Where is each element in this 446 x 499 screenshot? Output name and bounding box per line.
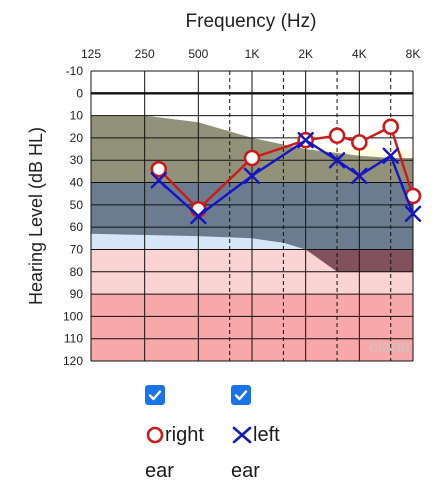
y-tick-label: 60 xyxy=(70,220,84,234)
point-left xyxy=(150,172,167,189)
watermark: clone xyxy=(369,337,410,356)
right-ear-text: ear xyxy=(145,460,174,482)
y-tick-label: 30 xyxy=(70,153,84,167)
x-tick-label: 125 xyxy=(81,47,101,61)
circle-marker-icon xyxy=(146,426,164,444)
point-left xyxy=(404,205,422,222)
legend-left-label: left xyxy=(253,424,280,446)
left-ear-text: ear xyxy=(231,460,260,482)
point-left xyxy=(328,152,346,169)
point-right xyxy=(328,127,346,144)
y-tick-label: 0 xyxy=(76,86,83,100)
x-tick-labels: 125 250 500 1K 2K 4K 8K xyxy=(81,47,420,61)
y-tick-label: 40 xyxy=(70,176,84,190)
y-tick-label: 20 xyxy=(70,131,84,145)
x-tick-label: 4K xyxy=(352,47,367,61)
y-tick-label: 100 xyxy=(63,309,83,323)
y-tick-label: 50 xyxy=(70,198,84,212)
x-tick-label: 8K xyxy=(406,47,421,61)
legend-left: left xyxy=(231,424,280,446)
checkmark-icon xyxy=(234,390,248,401)
point-right xyxy=(351,134,368,151)
y-tick-label: 110 xyxy=(64,332,83,346)
point-left xyxy=(297,131,314,149)
y-tick-label: 70 xyxy=(70,242,84,256)
y-tick-label: 120 xyxy=(63,354,83,368)
series-line-left xyxy=(157,138,415,218)
checkmark-icon xyxy=(148,390,162,401)
x-marker-icon xyxy=(232,426,252,444)
legend-right-label: right xyxy=(165,424,204,446)
y-axis-label: Hearing Level (dB HL) xyxy=(26,127,46,305)
y-tick-label: -10 xyxy=(66,64,84,78)
y-tick-labels: -10 0 10 20 30 40 50 60 70 80 90 100 110 120 xyxy=(63,64,83,368)
chart-title: Frequency (Hz) xyxy=(186,11,317,32)
series xyxy=(150,118,422,225)
legend-right: right xyxy=(145,424,204,446)
point-right xyxy=(150,160,168,178)
grid xyxy=(90,70,414,362)
point-right xyxy=(382,118,400,136)
y-tick-label: 90 xyxy=(70,287,84,301)
left-ear-checkbox[interactable] xyxy=(231,385,251,405)
point-right xyxy=(190,201,207,218)
point-left xyxy=(351,167,368,185)
point-left xyxy=(382,147,399,164)
x-tick-label: 1K xyxy=(245,47,260,61)
point-left xyxy=(190,207,207,225)
x-tick-label: 250 xyxy=(135,47,155,61)
y-tick-label: 10 xyxy=(70,109,84,123)
y-tick-label: 80 xyxy=(70,265,84,279)
right-ear-checkbox[interactable] xyxy=(145,385,165,405)
x-tick-label: 500 xyxy=(188,47,208,61)
x-tick-label: 2K xyxy=(298,47,313,61)
point-right xyxy=(243,149,261,167)
point-left xyxy=(243,167,261,185)
